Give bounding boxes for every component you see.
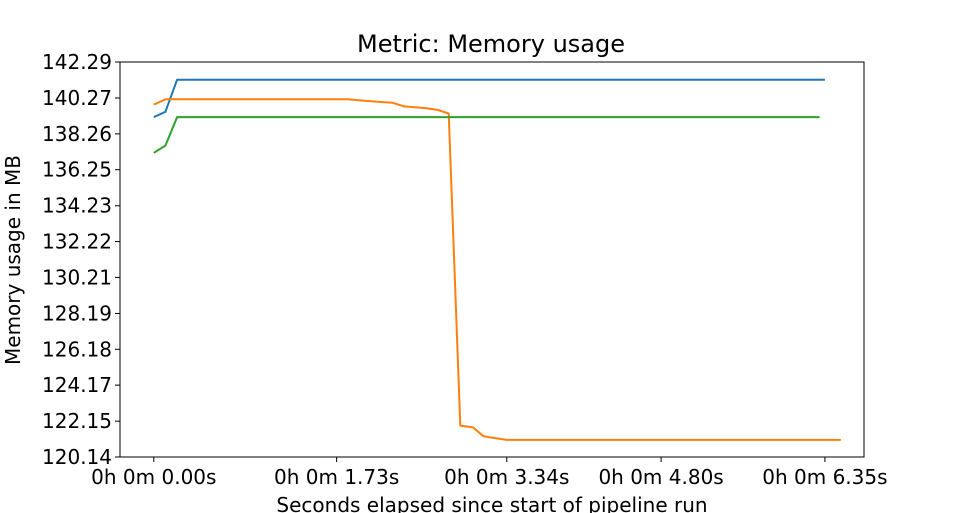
x-tick-label-3: 0h 0m 4.80s [598,465,723,489]
y-tick-label-4: 128.19 [42,301,112,325]
series-line-2 [153,116,820,154]
x-tick-label-1: 0h 0m 1.73s [274,465,399,489]
y-tick-label-11: 142.29 [42,50,112,74]
x-axis: 0h 0m 0.00s 0h 0m 1.73s 0h 0m 3.34s 0h 0m 4… [91,457,888,489]
series-line-0 [153,78,825,119]
x-tick-label-0: 0h 0m 0.00s [91,465,216,489]
y-axis-label: Memory usage in MB [1,155,25,365]
y-tick-label-6: 132.22 [42,230,112,254]
y-tick-label-8: 136.25 [42,158,112,182]
y-tick-label-2: 124.17 [42,373,112,397]
series-layer [153,78,841,441]
x-tick-label-2: 0h 0m 3.34s [444,465,569,489]
series-line-1 [153,98,841,441]
y-tick-label-10: 140.27 [42,86,112,110]
plot-area-frame [119,61,865,458]
y-axis: 120.14 122.15 124.17 126.18 128.19 130.21 132.… [42,50,120,469]
y-tick-label-5: 130.21 [42,265,112,289]
y-tick-label-3: 126.18 [42,337,112,361]
x-tick-label-4: 0h 0m 6.35s [762,465,887,489]
y-tick-label-7: 134.23 [42,194,112,218]
y-tick-label-9: 138.26 [42,122,112,146]
x-axis-label: Seconds elapsed since start of pipeline … [276,493,707,513]
y-tick-label-1: 122.15 [42,409,112,433]
y-tick-label-0: 120.14 [42,445,112,469]
chart-title: Metric: Memory usage [357,30,625,58]
